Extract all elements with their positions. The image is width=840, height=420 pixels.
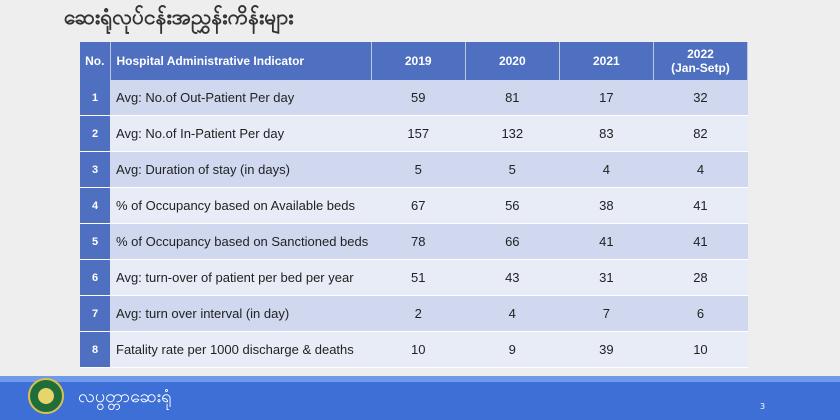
row-indicator: % of Occupancy based on Sanctioned beds [110, 223, 372, 260]
header-2022-year: 2022 [687, 47, 714, 61]
row-value-2022: 10 [653, 331, 748, 368]
table-row: 6 Avg: turn-over of patient per bed per y… [80, 259, 748, 296]
row-value-2022: 28 [653, 259, 748, 296]
page-number: 3 [760, 402, 766, 411]
row-number: 3 [80, 151, 111, 188]
row-value-2022: 6 [653, 295, 748, 332]
row-value-2021: 4 [559, 151, 654, 188]
row-value-2019: 157 [371, 115, 466, 152]
row-value-2021: 41 [559, 223, 654, 260]
header-2022-period: (Jan-Setp) [671, 61, 730, 75]
row-value-2019: 10 [371, 331, 466, 368]
indicator-table-container: No. Hospital Administrative Indicator 20… [80, 42, 749, 368]
row-indicator: Fatality rate per 1000 discharge & death… [110, 331, 372, 368]
row-number: 1 [80, 80, 111, 116]
row-value-2020: 56 [465, 187, 560, 224]
row-value-2020: 81 [465, 80, 560, 116]
row-value-2021: 83 [559, 115, 654, 152]
row-number: 6 [80, 259, 111, 296]
header-2022: 2022 (Jan-Setp) [653, 42, 749, 80]
row-value-2021: 38 [559, 187, 654, 224]
row-value-2020: 9 [465, 331, 560, 368]
row-number: 4 [80, 187, 111, 224]
slide-title: ဆေးရုံလုပ်ငန်းအညွှန်းကိန်းများ [64, 5, 294, 29]
table-row: 7 Avg: turn over interval (in day) 2 4 7 6 [80, 295, 748, 332]
header-no: No. [80, 42, 111, 80]
table-row: 2 Avg: No.of In-Patient Per day 157 132 83 82 [80, 115, 748, 152]
table-row: 1 Avg: No.of Out-Patient Per day 59 81 17 32 [80, 80, 748, 116]
table-row: 8 Fatality rate per 1000 discharge & deat… [80, 331, 748, 368]
row-number: 5 [80, 223, 111, 260]
table-row: 5% of Occupancy based on Sanctioned beds… [80, 223, 748, 260]
row-value-2019: 2 [371, 295, 466, 332]
indicator-table: No. Hospital Administrative Indicator 20… [80, 42, 749, 368]
footer-accent-strip [0, 376, 840, 382]
row-value-2021: 31 [559, 259, 654, 296]
row-indicator: Avg: turn over interval (in day) [110, 295, 372, 332]
row-value-2020: 132 [465, 115, 560, 152]
table-body: 1 Avg: No.of Out-Patient Per day 59 81 17 32 2… [80, 80, 748, 368]
header-2020: 2020 [465, 42, 560, 80]
row-indicator: Avg: Duration of stay (in days) [110, 151, 372, 188]
row-value-2022: 4 [653, 151, 748, 188]
table-header-row: No. Hospital Administrative Indicator 20… [80, 42, 749, 80]
header-indicator: Hospital Administrative Indicator [110, 42, 372, 80]
header-2019: 2019 [371, 42, 466, 80]
row-value-2020: 5 [465, 151, 560, 188]
row-value-2019: 78 [371, 223, 466, 260]
row-indicator: % of Occupancy based on Available beds [110, 187, 372, 224]
row-value-2022: 41 [653, 223, 748, 260]
row-value-2019: 67 [371, 187, 466, 224]
row-value-2022: 32 [653, 80, 748, 116]
row-value-2020: 4 [465, 295, 560, 332]
row-value-2022: 41 [653, 187, 748, 224]
hospital-logo-icon [28, 378, 64, 414]
row-indicator: Avg: No.of In-Patient Per day [110, 115, 372, 152]
row-number: 7 [80, 295, 111, 332]
footer-hospital-name: လပွတ္တာဆေးရုံ [78, 386, 172, 407]
table-row: 4% of Occupancy based on Available beds 6… [80, 187, 748, 224]
row-number: 2 [80, 115, 111, 152]
row-value-2020: 43 [465, 259, 560, 296]
row-number: 8 [80, 331, 111, 368]
table-row: 3 Avg: Duration of stay (in days) 5 5 4 4 [80, 151, 748, 188]
row-value-2021: 39 [559, 331, 654, 368]
header-2021: 2021 [559, 42, 654, 80]
footer-bar [0, 376, 840, 420]
row-value-2019: 5 [371, 151, 466, 188]
row-value-2021: 17 [559, 80, 654, 116]
row-indicator: Avg: No.of Out-Patient Per day [110, 80, 372, 116]
row-value-2022: 82 [653, 115, 748, 152]
row-value-2021: 7 [559, 295, 654, 332]
row-indicator: Avg: turn-over of patient per bed per ye… [110, 259, 372, 296]
row-value-2019: 59 [371, 80, 466, 116]
row-value-2020: 66 [465, 223, 560, 260]
row-value-2019: 51 [371, 259, 466, 296]
